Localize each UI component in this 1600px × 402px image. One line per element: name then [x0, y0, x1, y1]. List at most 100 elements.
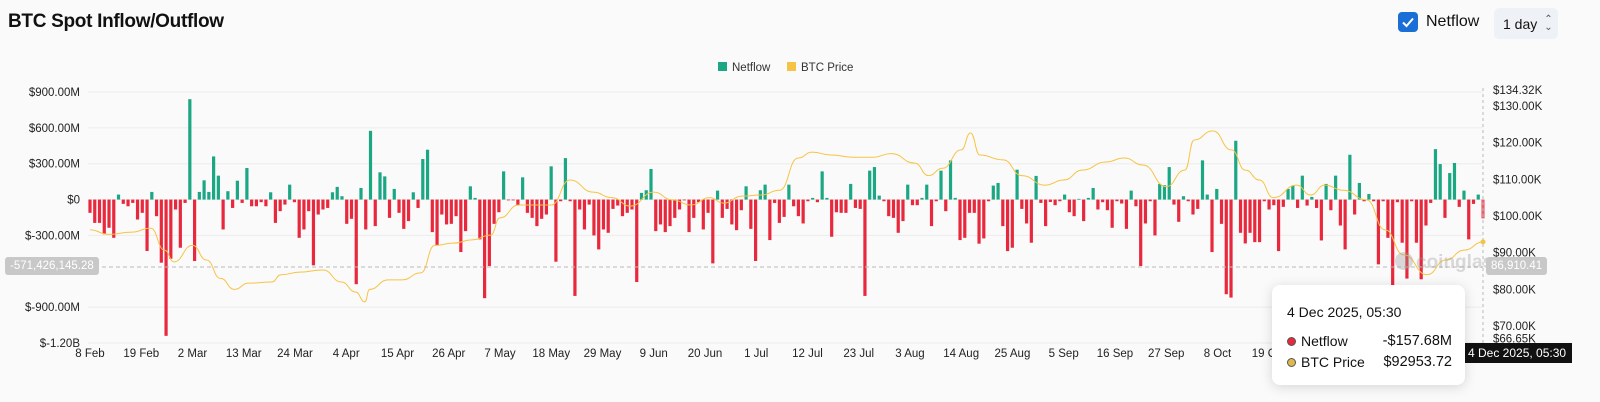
outflow-bar [834, 199, 839, 213]
outflow-bar [711, 199, 715, 264]
outflow-bar [416, 199, 420, 208]
outflow-bar [302, 199, 306, 230]
outflow-bar [796, 199, 800, 217]
outflow-bar [511, 199, 515, 201]
outflow-bar [1219, 199, 1224, 224]
outflow-bar [406, 199, 411, 222]
netflow-checkbox-label[interactable]: Netflow [1426, 13, 1480, 30]
outflow-bar [1353, 199, 1357, 215]
interval-value: 1 day [1503, 15, 1538, 32]
x-tick-label: 14 Aug [943, 348, 979, 360]
inflow-bar [235, 180, 239, 200]
outflow-bar [97, 199, 102, 223]
outflow-bar [929, 199, 934, 227]
outflow-bar [720, 199, 724, 218]
y-left-tick-label: $300.00M [29, 159, 80, 171]
outflow-bar [1196, 199, 1200, 209]
interval-select[interactable]: 1 day ⌃ ⌄ [1494, 8, 1558, 39]
outflow-bar [682, 199, 686, 201]
inflow-bar [925, 184, 929, 200]
outflow-bar [587, 199, 591, 205]
x-tick-label: 5 Sep [1049, 348, 1079, 360]
x-tick-label: 29 May [584, 348, 622, 360]
outflow-bar [250, 199, 254, 207]
netflow-checkbox[interactable] [1398, 12, 1418, 32]
outflow-bar [1315, 199, 1319, 208]
outflow-bar [1338, 199, 1342, 226]
outflow-bar [126, 199, 130, 207]
outflow-bar [677, 199, 682, 210]
x-tick-label: 8 Feb [75, 348, 104, 360]
x-tick-label: 26 Apr [432, 348, 465, 360]
x-tick-label: 9 Jun [640, 348, 668, 360]
tooltip-value: -$157.68M [1382, 333, 1452, 349]
inflow-bar [877, 195, 881, 200]
inflow-bar [639, 192, 644, 200]
outflow-bar [449, 199, 453, 224]
outflow-bar [1096, 199, 1100, 210]
outflow-bar [435, 199, 439, 246]
inflow-bar [1348, 154, 1352, 200]
inflow-bar [202, 180, 206, 200]
outflow-bar [1414, 199, 1419, 243]
outflow-bar [311, 199, 316, 266]
outflow-bar [259, 199, 263, 203]
outflow-bar [178, 199, 182, 248]
outflow-bar [620, 199, 625, 217]
netflow-dot-icon [1287, 336, 1296, 346]
inflow-bar [744, 186, 748, 200]
svg-text:coinglass: coinglass [1416, 252, 1504, 273]
x-tick-label: 3 Aug [895, 348, 924, 360]
inflow-bar [953, 197, 957, 200]
outflow-bar [606, 199, 610, 233]
outflow-bar [696, 199, 701, 203]
inflow-bar [207, 191, 211, 200]
outflow-bar [1072, 199, 1076, 217]
outflow-bar [1391, 199, 1395, 288]
inflow-bar [1310, 196, 1314, 200]
inflow-bar [1357, 182, 1361, 200]
inflow-bar [991, 185, 995, 200]
x-tick-label: 23 Jul [843, 348, 874, 360]
y-right-tick-label: $110.00K [1493, 174, 1542, 186]
outflow-bar [402, 199, 406, 229]
inflow-bar [1077, 198, 1081, 200]
inflow-bar [288, 184, 292, 200]
outflow-bar [1224, 199, 1228, 295]
outflow-bar [1110, 199, 1114, 228]
outflow-bar [1229, 199, 1233, 298]
outflow-bar [1372, 199, 1376, 202]
inflow-bar [473, 197, 477, 200]
outflow-bar [958, 199, 962, 241]
inflow-bar [1015, 169, 1019, 200]
outflow-bar [1295, 199, 1300, 208]
outflow-bar [635, 199, 639, 283]
y-right-tick-label: $80.00K [1493, 284, 1536, 296]
outflow-bar [364, 199, 368, 230]
outflow-bar [88, 199, 92, 213]
outflow-bar [1124, 199, 1129, 229]
inflow-bar [116, 194, 121, 200]
outflow-bar [858, 199, 862, 209]
inflow-bar [996, 182, 1000, 200]
outflow-bar [768, 199, 772, 241]
y-left-tick-label: $600.00M [29, 123, 80, 135]
outflow-bar [1010, 199, 1014, 248]
outflow-bar [1210, 199, 1214, 253]
outflow-bar [497, 199, 501, 213]
outflow-bar [1001, 199, 1005, 227]
y-right-tick-label: $70.00K [1493, 321, 1536, 333]
checkmark-icon [1402, 17, 1414, 28]
x-tick-label: 24 Mar [277, 348, 313, 360]
inflow-bar [906, 184, 910, 200]
outflow-bar [1120, 199, 1124, 204]
outflow-bar [839, 199, 843, 213]
crosshair-x-value: 4 Dec 2025, 05:30 [1462, 343, 1573, 363]
outflow-bar [397, 199, 401, 213]
page-title: BTC Spot Inflow/Outflow [8, 11, 224, 32]
outflow-bar [597, 199, 601, 250]
outflow-bar [231, 199, 235, 208]
outflow-bar [292, 199, 297, 203]
inflow-bar [715, 190, 720, 200]
